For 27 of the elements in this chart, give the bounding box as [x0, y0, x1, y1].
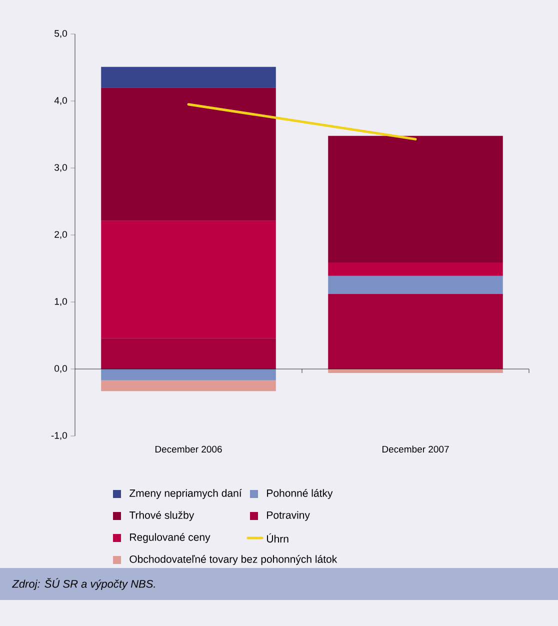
bar	[101, 380, 276, 392]
bar	[101, 88, 276, 221]
legend-label: Obchodovateľné tovary bez pohonných látok	[130, 555, 338, 565]
y-tick-label: 0,0	[54, 365, 67, 373]
bar	[101, 220, 276, 338]
y-tick-label: -1,0	[51, 432, 67, 440]
bar	[101, 338, 276, 369]
bar	[101, 66, 276, 88]
x-tick-label: December 2007	[382, 446, 449, 453]
y-tick-label: 3,0	[54, 164, 67, 172]
y-tick-label: 1,0	[54, 298, 67, 306]
legend-label: Trhové služby	[129, 511, 194, 521]
x-tick-label: December 2006	[155, 446, 222, 453]
bar	[101, 368, 276, 380]
bar	[328, 262, 503, 276]
bar	[328, 294, 503, 369]
legend-label: Pohonné látky	[267, 489, 333, 499]
y-tick-label: 5,0	[54, 30, 67, 38]
legend-label: Regulované ceny	[130, 533, 210, 543]
bar	[328, 136, 503, 262]
y-tick-label: 4,0	[54, 97, 67, 105]
legend-label: Potraviny	[267, 511, 310, 521]
bar	[328, 276, 503, 294]
legend-label: Úhrn	[267, 533, 288, 543]
text: Zdroj: ŠÚ SR a výpočty NBS.	[12, 578, 155, 590]
y-tick-label: 2,0	[54, 231, 67, 239]
legend-label: Zmeny nepriamych daní	[130, 489, 242, 499]
